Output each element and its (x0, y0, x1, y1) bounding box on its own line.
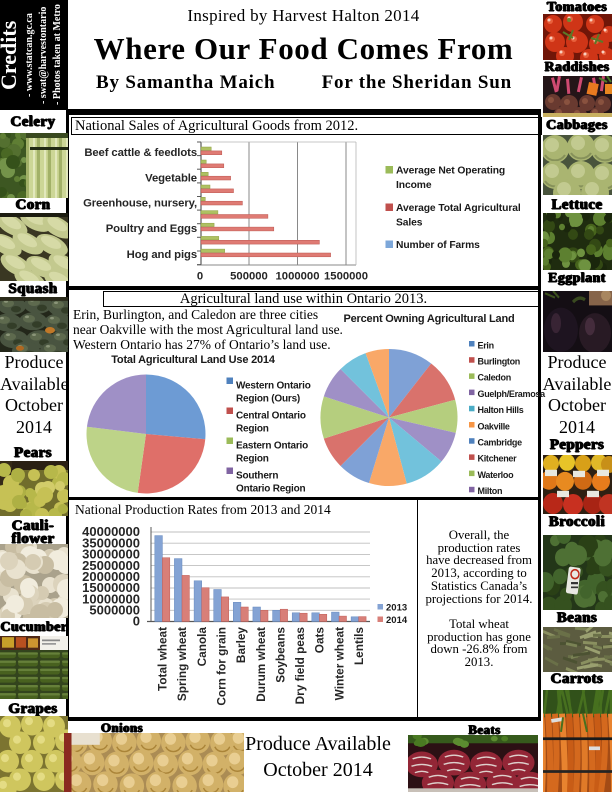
svg-text:Vegetable: Vegetable (145, 173, 197, 185)
svg-text:Corn for grain: Corn for grain (215, 627, 229, 706)
svg-text:Sales: Sales (396, 218, 423, 229)
svg-text:Caledon: Caledon (478, 373, 511, 383)
svg-text:Kitchener: Kitchener (478, 454, 518, 464)
svg-text:Poultry and Eggs: Poultry and Eggs (106, 223, 197, 235)
svg-text:Spring wheat: Spring wheat (175, 627, 189, 701)
svg-text:Region: Region (236, 454, 269, 465)
svg-text:Oakville: Oakville (478, 421, 510, 431)
svg-text:Western Ontario: Western Ontario (236, 381, 311, 392)
svg-text:2014: 2014 (386, 615, 408, 626)
svg-text:20000000: 20000000 (82, 569, 140, 584)
svg-text:Soybeans: Soybeans (273, 627, 287, 683)
svg-text:Hog and pigs: Hog and pigs (127, 249, 197, 261)
svg-text:Ontario Region: Ontario Region (236, 484, 306, 495)
svg-text:Waterloo: Waterloo (478, 470, 515, 480)
svg-text:5000000: 5000000 (89, 603, 140, 618)
svg-text:Durum wheat: Durum wheat (254, 627, 268, 702)
svg-text:1500000: 1500000 (324, 271, 368, 283)
svg-text:Region (Ours): Region (Ours) (236, 394, 300, 405)
svg-text:Oats: Oats (313, 627, 327, 654)
svg-text:500000: 500000 (230, 271, 268, 283)
svg-text:35000000: 35000000 (82, 535, 140, 550)
svg-text:Beef cattle & feedlots: Beef cattle & feedlots (84, 147, 197, 159)
svg-text:Canola: Canola (195, 627, 209, 667)
svg-text:Southern: Southern (236, 471, 278, 482)
svg-text:Greenhouse, nursery,: Greenhouse, nursery, (83, 198, 197, 210)
svg-text:Total wheat: Total wheat (156, 627, 170, 691)
svg-text:25000000: 25000000 (82, 558, 140, 573)
svg-text:Central Ontario: Central Ontario (236, 411, 306, 422)
svg-text:Cambridge: Cambridge (478, 438, 523, 448)
svg-text:1000000: 1000000 (276, 271, 320, 283)
svg-text:30000000: 30000000 (82, 547, 140, 562)
svg-text:0: 0 (197, 271, 203, 283)
svg-text:Burlington: Burlington (478, 357, 521, 367)
svg-text:Dry field peas: Dry field peas (293, 627, 307, 705)
svg-text:15000000: 15000000 (82, 580, 140, 595)
svg-text:Lentils: Lentils (352, 627, 366, 665)
svg-text:Guelph/Eramosa: Guelph/Eramosa (478, 389, 547, 399)
svg-text:Eastern Ontario: Eastern Ontario (236, 441, 308, 452)
svg-text:Income: Income (396, 180, 432, 191)
svg-text:2013: 2013 (386, 603, 407, 614)
svg-text:Erin: Erin (478, 340, 494, 350)
svg-text:Halton Hills: Halton Hills (478, 405, 524, 415)
svg-text:Winter wheat: Winter wheat (332, 627, 346, 700)
svg-text:Barley: Barley (234, 627, 248, 664)
svg-text:Average Net Operating: Average Net Operating (396, 166, 505, 177)
svg-text:Milton: Milton (478, 486, 503, 496)
svg-text:Average Total Agricultural: Average Total Agricultural (396, 203, 521, 214)
svg-text:40000000: 40000000 (82, 524, 140, 539)
svg-text:10000000: 10000000 (82, 591, 140, 606)
svg-text:Region: Region (236, 424, 269, 435)
svg-text:0: 0 (133, 614, 140, 629)
svg-text:Number of Farms: Number of Farms (396, 240, 480, 251)
